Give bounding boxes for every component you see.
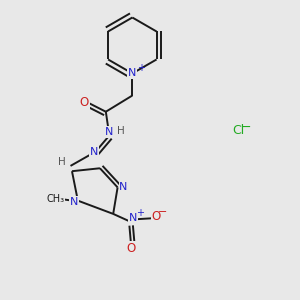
Text: N: N [90, 147, 98, 157]
Text: N: N [105, 127, 113, 137]
Text: N: N [119, 182, 128, 191]
Text: +: + [136, 63, 145, 73]
Text: CH₃: CH₃ [47, 194, 65, 204]
Text: N: N [128, 68, 136, 78]
Text: O: O [126, 242, 136, 255]
Text: H: H [117, 126, 125, 136]
Text: −: − [241, 121, 251, 134]
Text: H: H [58, 158, 65, 167]
Text: O: O [152, 210, 161, 223]
Text: O: O [80, 95, 89, 109]
Text: N: N [70, 197, 79, 207]
Text: −: − [158, 207, 167, 218]
Text: +: + [136, 208, 144, 218]
Text: N: N [129, 213, 137, 223]
Text: Cl: Cl [232, 124, 244, 137]
